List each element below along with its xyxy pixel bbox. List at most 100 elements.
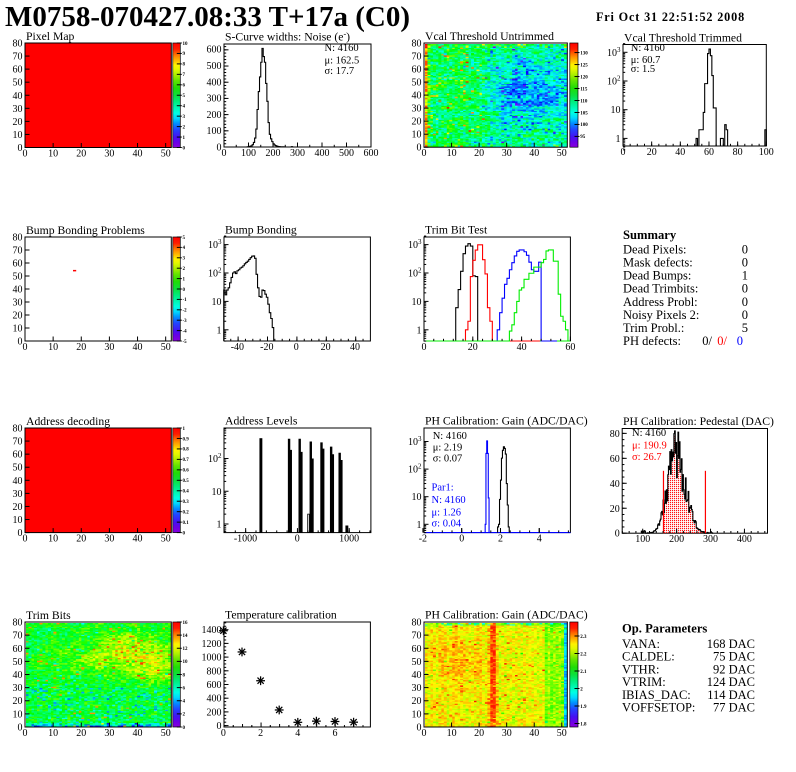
svg-text:4: 4 (183, 700, 186, 705)
svg-text:0/: 0/ (717, 334, 727, 348)
svg-text:0: 0 (18, 143, 23, 154)
svg-text:4: 4 (295, 728, 300, 739)
svg-text:S-Curve widths: Noise (e-): S-Curve widths: Noise (e-) (225, 30, 350, 44)
svg-text:Bump Bonding Problems: Bump Bonding Problems (26, 224, 145, 237)
svg-text:50: 50 (412, 78, 422, 89)
svg-text:5: 5 (183, 94, 186, 99)
svg-text:50: 50 (13, 272, 23, 283)
svg-text:0: 0 (417, 143, 422, 154)
svg-text:10: 10 (183, 660, 189, 665)
svg-text:50: 50 (13, 657, 23, 668)
svg-text:10: 10 (412, 130, 422, 141)
svg-text:105: 105 (580, 111, 588, 116)
svg-text:20: 20 (610, 504, 620, 515)
svg-text:N: 4160: N: 4160 (632, 428, 666, 439)
svg-text:92 DAC: 92 DAC (713, 662, 755, 676)
svg-text:σ: 17.7: σ: 17.7 (325, 66, 355, 77)
svg-text:500: 500 (207, 61, 222, 72)
svg-text:130: 130 (580, 51, 588, 56)
svg-text:VANA:: VANA: (622, 637, 660, 651)
svg-text:-1000: -1000 (234, 534, 257, 545)
svg-text:VOFFSETOP:: VOFFSETOP: (622, 701, 695, 715)
svg-text:2.2: 2.2 (580, 652, 587, 657)
svg-text:200: 200 (669, 534, 684, 545)
svg-text:20: 20 (321, 342, 331, 353)
svg-text:40: 40 (350, 342, 360, 353)
svg-text:124 DAC: 124 DAC (707, 675, 755, 689)
svg-text:μ: 60.7: μ: 60.7 (631, 55, 661, 66)
svg-text:10: 10 (48, 342, 58, 353)
svg-text:1.9: 1.9 (580, 705, 587, 710)
svg-text:0.3: 0.3 (183, 500, 190, 505)
svg-text:40: 40 (13, 476, 23, 487)
svg-text:102: 102 (408, 267, 422, 280)
svg-text:0: 0 (742, 308, 748, 322)
svg-text:30: 30 (13, 298, 23, 309)
svg-text:400: 400 (737, 534, 752, 545)
svg-text:20: 20 (468, 342, 478, 353)
svg-text:10: 10 (48, 534, 58, 545)
svg-text:0: 0 (621, 147, 626, 158)
svg-text:10: 10 (13, 515, 23, 526)
svg-text:0: 0 (742, 256, 748, 270)
svg-text:0: 0 (18, 337, 23, 348)
svg-text:N: 4160: N: 4160 (432, 495, 466, 506)
svg-text:110: 110 (580, 99, 588, 104)
svg-text:10: 10 (412, 297, 422, 308)
svg-text:0: 0 (23, 534, 28, 545)
svg-text:60: 60 (13, 644, 23, 655)
svg-text:6: 6 (183, 84, 186, 89)
svg-text:2: 2 (258, 728, 263, 739)
svg-text:102: 102 (408, 463, 422, 476)
svg-text:1: 1 (183, 277, 186, 282)
svg-text:20: 20 (76, 342, 86, 353)
svg-text:-40: -40 (231, 342, 244, 353)
svg-text:400: 400 (207, 77, 222, 88)
svg-text:60: 60 (412, 65, 422, 76)
svg-text:Par1:: Par1: (432, 483, 454, 494)
svg-text:0.4: 0.4 (183, 490, 190, 495)
svg-text:-4: -4 (183, 329, 188, 334)
svg-text:600: 600 (364, 148, 379, 159)
svg-text:Dead Trimbits:: Dead Trimbits: (623, 282, 698, 296)
svg-text:50: 50 (412, 657, 422, 668)
svg-text:0.6: 0.6 (183, 469, 190, 474)
svg-text:50: 50 (13, 78, 23, 89)
svg-text:50: 50 (13, 463, 23, 474)
svg-text:4: 4 (537, 534, 542, 545)
svg-text:Noisy Pixels 2:: Noisy Pixels 2: (623, 308, 699, 322)
svg-text:40: 40 (517, 342, 527, 353)
svg-text:0: 0 (295, 534, 300, 545)
svg-text:103: 103 (607, 46, 621, 59)
svg-text:2: 2 (183, 267, 186, 272)
svg-text:168 DAC: 168 DAC (707, 637, 755, 651)
svg-text:0: 0 (459, 534, 464, 545)
svg-text:-5: -5 (183, 340, 188, 345)
svg-text:80: 80 (412, 618, 422, 629)
svg-text:40: 40 (13, 91, 23, 102)
svg-text:0: 0 (183, 288, 186, 293)
svg-text:-2: -2 (183, 309, 188, 314)
svg-text:3: 3 (183, 115, 186, 120)
svg-text:70: 70 (13, 437, 23, 448)
svg-text:600: 600 (207, 45, 222, 56)
svg-text:Vcal Threshold Untrimmed: Vcal Threshold Untrimmed (425, 30, 554, 43)
svg-text:μ: 162.5: μ: 162.5 (325, 56, 360, 67)
svg-text:0: 0 (221, 728, 226, 739)
svg-text:Trim Probl.:: Trim Probl.: (623, 321, 684, 335)
svg-text:Address Levels: Address Levels (225, 415, 298, 428)
svg-text:400: 400 (315, 148, 330, 159)
svg-text:PH defects:: PH defects: (623, 334, 681, 348)
svg-text:10: 10 (48, 149, 58, 160)
svg-text:Dead Pixels:: Dead Pixels: (623, 242, 687, 256)
svg-text:μ: 1.26: μ: 1.26 (432, 508, 462, 519)
svg-text:PH Calibration: Gain (ADC/DAC): PH Calibration: Gain (ADC/DAC) (425, 609, 588, 622)
svg-text:20: 20 (76, 534, 86, 545)
svg-text:20: 20 (647, 147, 657, 158)
svg-text:20: 20 (13, 696, 23, 707)
svg-text:30: 30 (104, 149, 114, 160)
svg-text:115: 115 (580, 87, 588, 92)
svg-text:6: 6 (183, 686, 186, 691)
svg-text:60: 60 (13, 259, 23, 270)
svg-text:2: 2 (183, 125, 186, 130)
